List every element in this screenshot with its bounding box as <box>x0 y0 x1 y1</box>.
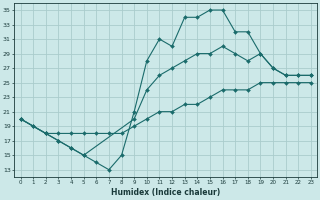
X-axis label: Humidex (Indice chaleur): Humidex (Indice chaleur) <box>111 188 220 197</box>
